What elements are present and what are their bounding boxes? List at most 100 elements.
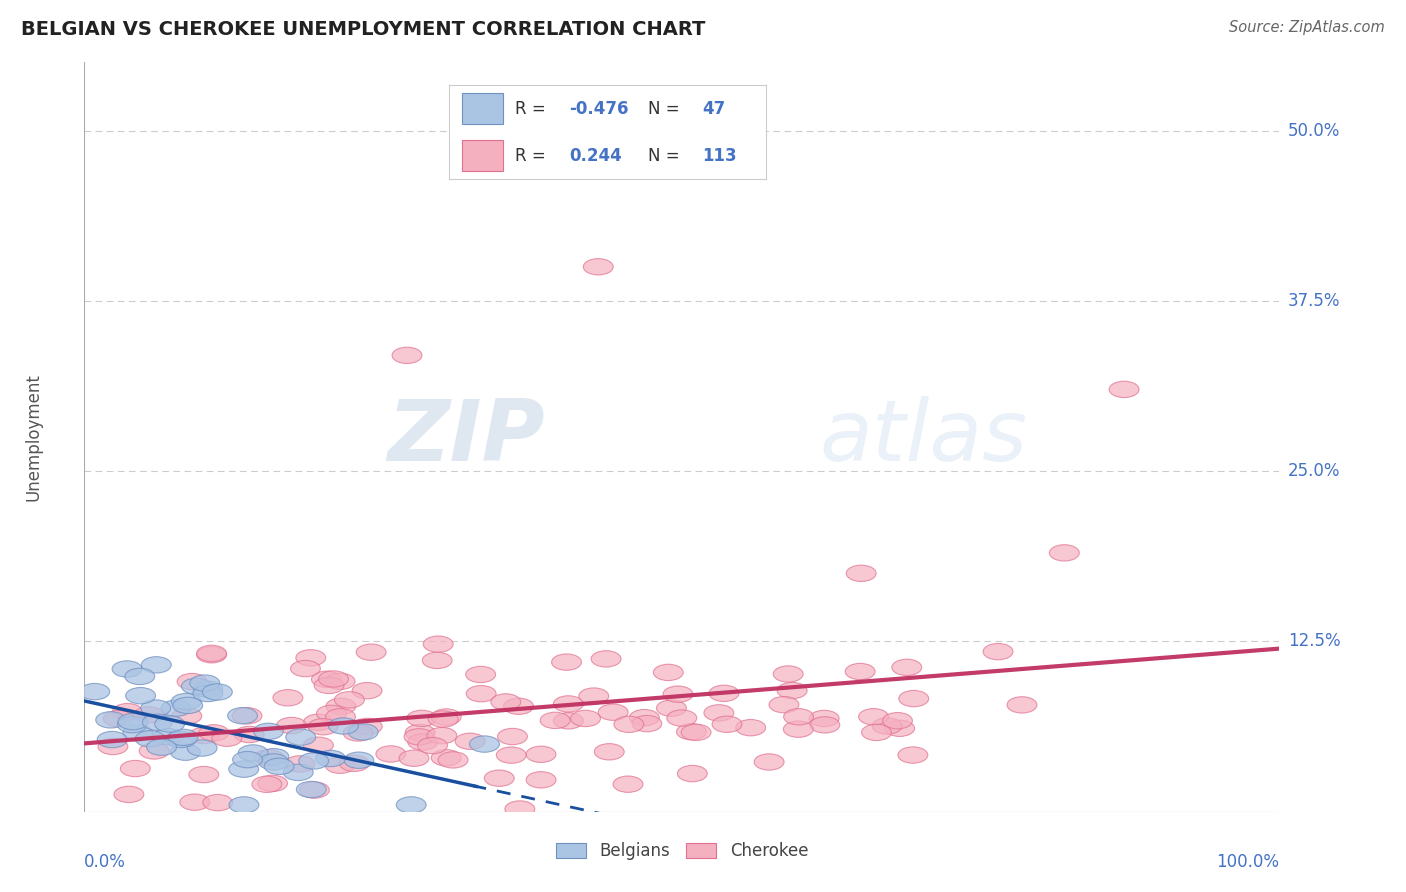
Ellipse shape bbox=[404, 729, 434, 745]
Ellipse shape bbox=[142, 714, 173, 731]
Ellipse shape bbox=[141, 700, 170, 716]
Ellipse shape bbox=[429, 711, 458, 727]
Text: 25.0%: 25.0% bbox=[1288, 462, 1340, 480]
Ellipse shape bbox=[783, 721, 813, 738]
Ellipse shape bbox=[1049, 545, 1080, 561]
Ellipse shape bbox=[238, 745, 269, 761]
Ellipse shape bbox=[166, 731, 195, 747]
Ellipse shape bbox=[356, 644, 387, 660]
Ellipse shape bbox=[187, 739, 217, 756]
Ellipse shape bbox=[396, 797, 426, 814]
Ellipse shape bbox=[170, 744, 201, 760]
Ellipse shape bbox=[406, 710, 437, 727]
Ellipse shape bbox=[326, 708, 356, 725]
Text: Unemployment: Unemployment bbox=[24, 373, 42, 501]
Ellipse shape bbox=[259, 754, 288, 770]
Ellipse shape bbox=[614, 716, 644, 732]
Ellipse shape bbox=[898, 747, 928, 764]
Ellipse shape bbox=[180, 794, 209, 810]
Ellipse shape bbox=[349, 723, 378, 740]
Ellipse shape bbox=[344, 752, 374, 768]
Ellipse shape bbox=[198, 724, 229, 741]
Ellipse shape bbox=[883, 713, 912, 729]
Ellipse shape bbox=[392, 347, 422, 364]
Ellipse shape bbox=[135, 731, 165, 747]
Ellipse shape bbox=[583, 259, 613, 275]
Ellipse shape bbox=[540, 712, 569, 729]
Ellipse shape bbox=[229, 761, 259, 777]
Ellipse shape bbox=[498, 729, 527, 745]
Ellipse shape bbox=[329, 718, 359, 734]
Ellipse shape bbox=[326, 698, 356, 714]
Text: 50.0%: 50.0% bbox=[1288, 121, 1340, 139]
Ellipse shape bbox=[778, 682, 807, 698]
Ellipse shape bbox=[112, 704, 142, 720]
Ellipse shape bbox=[375, 746, 406, 762]
Ellipse shape bbox=[285, 756, 315, 772]
Ellipse shape bbox=[134, 706, 163, 723]
Ellipse shape bbox=[613, 776, 643, 792]
Ellipse shape bbox=[505, 801, 534, 817]
Ellipse shape bbox=[427, 727, 457, 744]
Ellipse shape bbox=[173, 698, 202, 714]
Ellipse shape bbox=[666, 710, 697, 726]
Ellipse shape bbox=[114, 786, 143, 803]
Ellipse shape bbox=[193, 681, 222, 698]
Text: 12.5%: 12.5% bbox=[1288, 632, 1340, 650]
Ellipse shape bbox=[681, 724, 711, 740]
Ellipse shape bbox=[571, 710, 600, 727]
Ellipse shape bbox=[277, 717, 307, 734]
Ellipse shape bbox=[259, 748, 288, 764]
Ellipse shape bbox=[153, 729, 183, 745]
Ellipse shape bbox=[678, 765, 707, 781]
Ellipse shape bbox=[783, 708, 814, 725]
Ellipse shape bbox=[146, 739, 177, 756]
Ellipse shape bbox=[96, 712, 125, 728]
Ellipse shape bbox=[891, 659, 922, 675]
Ellipse shape bbox=[197, 647, 226, 663]
Ellipse shape bbox=[709, 685, 740, 701]
Ellipse shape bbox=[325, 757, 356, 773]
Ellipse shape bbox=[177, 673, 207, 690]
Ellipse shape bbox=[298, 753, 329, 769]
Ellipse shape bbox=[312, 671, 342, 688]
Ellipse shape bbox=[898, 690, 929, 706]
Ellipse shape bbox=[503, 698, 533, 714]
Ellipse shape bbox=[862, 724, 891, 740]
Ellipse shape bbox=[769, 697, 799, 713]
Ellipse shape bbox=[598, 704, 628, 721]
Ellipse shape bbox=[496, 747, 526, 764]
Ellipse shape bbox=[343, 725, 373, 741]
Ellipse shape bbox=[264, 758, 294, 774]
Text: 100.0%: 100.0% bbox=[1216, 853, 1279, 871]
Ellipse shape bbox=[859, 708, 889, 725]
Ellipse shape bbox=[188, 766, 219, 782]
Ellipse shape bbox=[735, 720, 766, 736]
Ellipse shape bbox=[325, 673, 356, 690]
Legend: Belgians, Cherokee: Belgians, Cherokee bbox=[548, 836, 815, 867]
Ellipse shape bbox=[554, 713, 583, 729]
Ellipse shape bbox=[193, 685, 222, 702]
Ellipse shape bbox=[439, 752, 468, 768]
Ellipse shape bbox=[172, 707, 202, 724]
Ellipse shape bbox=[352, 682, 382, 698]
Ellipse shape bbox=[232, 751, 263, 768]
Ellipse shape bbox=[405, 724, 434, 740]
Ellipse shape bbox=[810, 716, 839, 733]
Ellipse shape bbox=[418, 738, 447, 754]
Ellipse shape bbox=[579, 688, 609, 705]
Text: Source: ZipAtlas.com: Source: ZipAtlas.com bbox=[1229, 20, 1385, 35]
Ellipse shape bbox=[142, 657, 172, 673]
Ellipse shape bbox=[1109, 381, 1139, 398]
Ellipse shape bbox=[232, 707, 262, 724]
Ellipse shape bbox=[98, 739, 128, 755]
Ellipse shape bbox=[299, 782, 329, 798]
Ellipse shape bbox=[846, 566, 876, 582]
Ellipse shape bbox=[526, 746, 555, 763]
Ellipse shape bbox=[202, 684, 232, 700]
Ellipse shape bbox=[121, 760, 150, 777]
Ellipse shape bbox=[283, 764, 314, 780]
Ellipse shape bbox=[254, 749, 284, 766]
Ellipse shape bbox=[197, 645, 226, 662]
Ellipse shape bbox=[408, 734, 437, 750]
